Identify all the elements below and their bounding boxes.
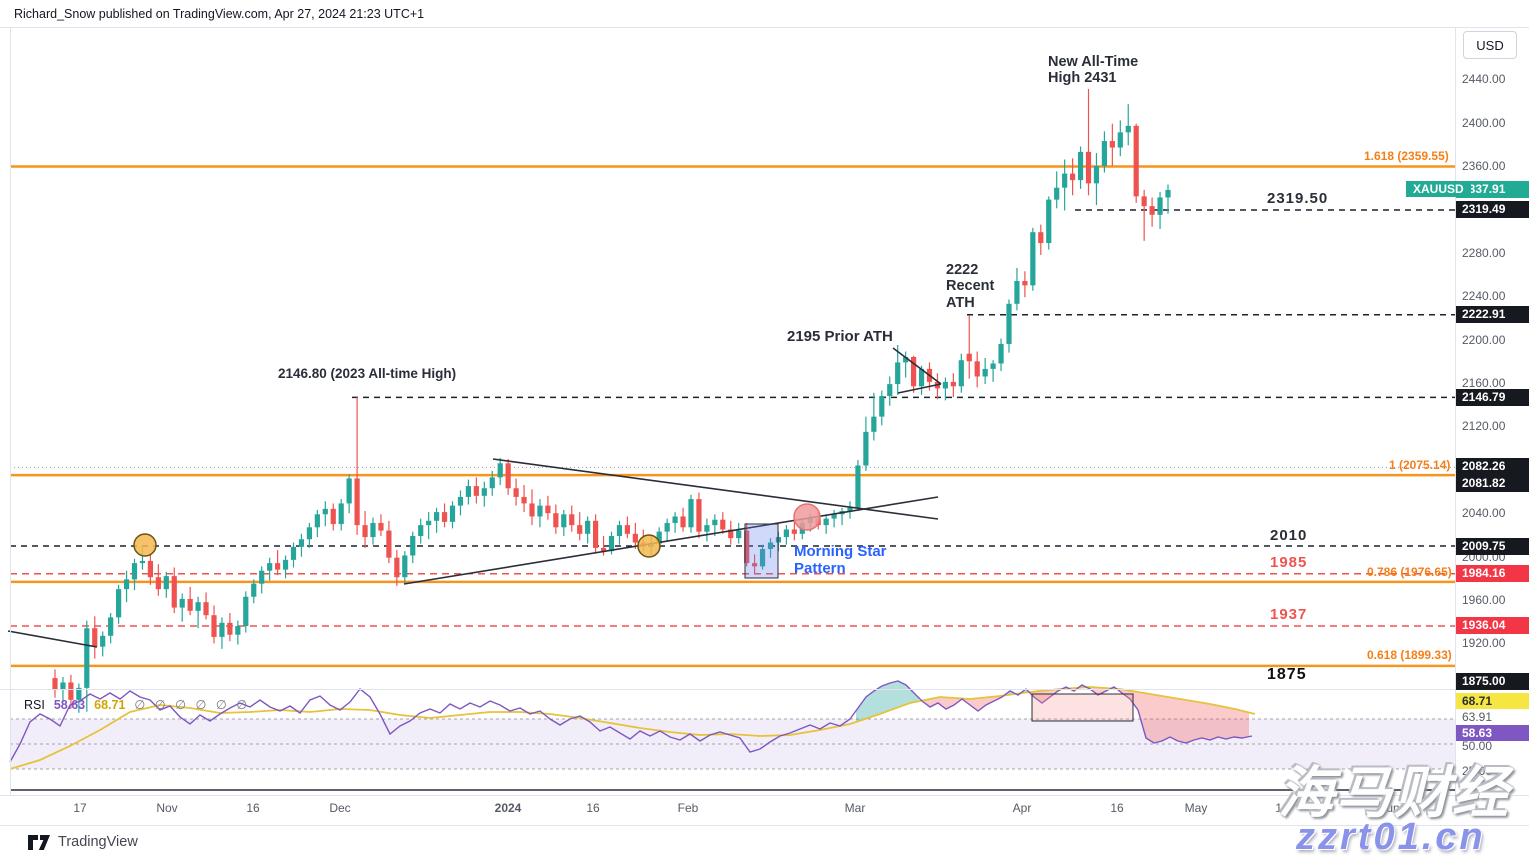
annotation-level-1937: 1937 [1270, 606, 1308, 623]
time-axis-label: Apr [1012, 801, 1032, 815]
price-axis-tick: 2160.00 [1462, 376, 1506, 390]
watermark-cn: 海马财经 [1278, 761, 1510, 824]
time-axis-border [0, 795, 1529, 796]
annotation-recent-ath: 2222 Recent ATH [946, 262, 995, 311]
symbol-badge: XAUUSD [1406, 181, 1471, 197]
annotation-level-1875: 1875 [1267, 666, 1307, 683]
pane-left-border [10, 28, 11, 795]
price-axis-tick: 2040.00 [1462, 506, 1506, 521]
time-axis-label: 16 [586, 801, 600, 815]
price-level-badge: 2146.79 [1456, 388, 1529, 406]
time-axis-label: Dec [329, 801, 351, 815]
fib-label-1618: 1.618 (2359.55) [1364, 149, 1449, 163]
fib-label-1: 1 (2075.14) [1389, 458, 1451, 472]
time-axis-label: Nov [156, 801, 178, 815]
currency-toggle-button[interactable]: USD [1463, 31, 1517, 59]
price-axis-tick: 2200.00 [1462, 332, 1506, 347]
time-axis-label: Feb [677, 801, 699, 815]
time-axis-label: 16 [1110, 801, 1124, 815]
price-level-badge: 2009.75 [1456, 537, 1529, 555]
rsi-axis-tick: 50.00 [1462, 739, 1493, 753]
rsi-pane-divider [0, 689, 1455, 690]
price-axis-tick: 2240.00 [1462, 289, 1506, 304]
footer-bar: TradingView [0, 825, 1529, 857]
annotation-new-all-time-high: New All-Time High 2431 [1048, 54, 1139, 87]
rsi-ma-legend-value: 68.71 [94, 697, 126, 712]
price-level-badge: 1875.00 [1456, 672, 1529, 690]
rsi-legend[interactable]: RSI 58.63 68.71 ∅ ∅ ∅ ∅ ∅ ∅ [24, 697, 251, 713]
price-axis-tick: 2440.00 [1462, 72, 1506, 87]
rsi-purple-badge: 58.63 [1456, 725, 1529, 741]
price-level-badge: 1984.16 [1456, 565, 1529, 583]
footer-brand-text[interactable]: TradingView [58, 834, 138, 850]
annotation-2023-ath: 2146.80 (2023 All-time High) [278, 366, 457, 381]
rsi-axis-tick: 25.00 [1462, 764, 1493, 778]
price-level-badge: 2319.49 [1456, 201, 1529, 219]
price-axis-tick: 2120.00 [1462, 419, 1506, 434]
rsi-legend-value: 58.63 [53, 697, 86, 712]
annotation-level-2319-50: 2319.50 [1267, 190, 1329, 207]
price-axis-tick: 2400.00 [1462, 115, 1506, 130]
time-axis-label: May [1184, 801, 1208, 815]
header-divider [0, 27, 1529, 28]
annotation-level-2010: 2010 [1270, 527, 1308, 544]
watermark-url: zzrt01.cn [1296, 816, 1486, 857]
time-axis-label: 16 [246, 801, 260, 815]
tradingview-logo-icon[interactable] [28, 834, 50, 850]
last-price-badge: 2337.91 [1456, 181, 1529, 199]
annotation-level-1985: 1985 [1270, 554, 1308, 571]
time-axis-label: Jun [1380, 801, 1400, 815]
time-axis-label: 16 [1275, 801, 1289, 815]
fib-label-0786: 0.786 (1976.65) [1367, 565, 1452, 579]
price-level-badge: 1936.04 [1456, 617, 1529, 635]
price-level-badge: 2222.91 [1456, 306, 1529, 324]
price-axis-tick: 2280.00 [1462, 245, 1506, 260]
price-axis-tick: 1920.00 [1462, 636, 1506, 651]
price-axis-border [1455, 28, 1456, 795]
annotation-prior-ath: 2195 Prior ATH [787, 328, 893, 345]
rsi-yellow-badge: 68.71 [1456, 693, 1529, 709]
time-axis-label: 2024 [494, 801, 522, 815]
price-level-badge: 2081.82 [1456, 474, 1529, 492]
price-level-badge: 2082.26 [1456, 457, 1529, 475]
publish-byline: Richard_Snow published on TradingView.co… [14, 7, 425, 21]
time-axis-label: Mar [844, 801, 866, 815]
annotation-morning-star: Morning Star Pattern [794, 543, 887, 577]
time-axis-label: 17 [73, 801, 87, 815]
price-axis-tick: 1960.00 [1462, 593, 1506, 607]
rsi-hidden-inputs-icons: ∅ ∅ ∅ ∅ ∅ ∅ [134, 698, 251, 712]
price-axis-tick: 2360.00 [1462, 159, 1506, 173]
rsi-legend-title: RSI [24, 697, 45, 712]
fib-label-0618: 0.618 (1899.33) [1367, 648, 1452, 662]
rsi-axis-tick: 63.91 [1462, 710, 1493, 724]
